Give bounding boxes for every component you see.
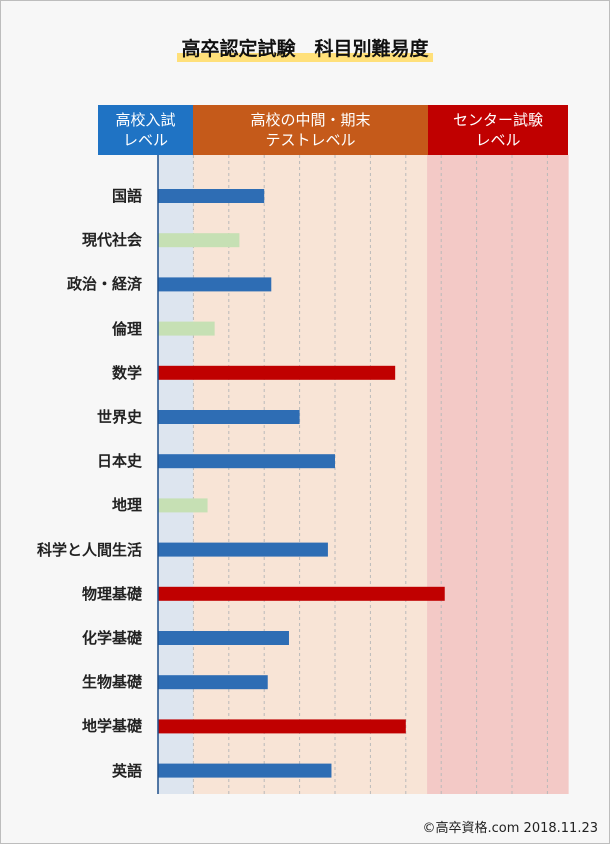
category-label: 生物基礎 xyxy=(81,673,142,692)
credit-text: ©高卒資格.com 2018.11.23 xyxy=(422,821,598,836)
bar xyxy=(158,719,406,734)
bar xyxy=(158,498,208,513)
category-label: 数学 xyxy=(111,363,142,382)
category-label: 英語 xyxy=(111,761,142,780)
band-bg-entrance-exam xyxy=(158,155,194,794)
bar xyxy=(158,365,396,380)
category-label: 化学基礎 xyxy=(81,629,142,647)
category-label: 地学基礎 xyxy=(81,717,142,736)
category-label: 世界史 xyxy=(96,408,142,426)
category-label: 地理 xyxy=(111,496,142,515)
bar xyxy=(158,321,215,336)
category-label: 国語 xyxy=(111,187,142,205)
band-bg-center-exam xyxy=(427,155,569,794)
bar xyxy=(158,542,328,557)
bar xyxy=(158,763,332,778)
bar xyxy=(158,189,265,203)
band-label-entrance-exam: 高校入試 レベル xyxy=(98,105,193,155)
bar xyxy=(158,631,289,645)
category-label: 物理基礎 xyxy=(81,584,142,603)
category-label: 政治・経済 xyxy=(66,275,142,294)
bar xyxy=(158,410,300,424)
band-label-school-test: 高校の中間・期末 テストレベル xyxy=(193,105,428,155)
category-label: 科学と人間生活 xyxy=(36,540,142,559)
bar xyxy=(158,454,335,469)
bar xyxy=(158,233,240,248)
chart-title: 高卒認定試験 科目別難易度 xyxy=(0,34,610,62)
bar xyxy=(158,675,268,690)
category-label: 日本史 xyxy=(96,452,142,471)
band-label-center-exam: センター試験 レベル xyxy=(428,105,568,155)
category-label: 倫理 xyxy=(111,319,142,338)
bar xyxy=(158,586,445,601)
bar xyxy=(158,277,272,292)
category-label: 現代社会 xyxy=(81,231,142,250)
